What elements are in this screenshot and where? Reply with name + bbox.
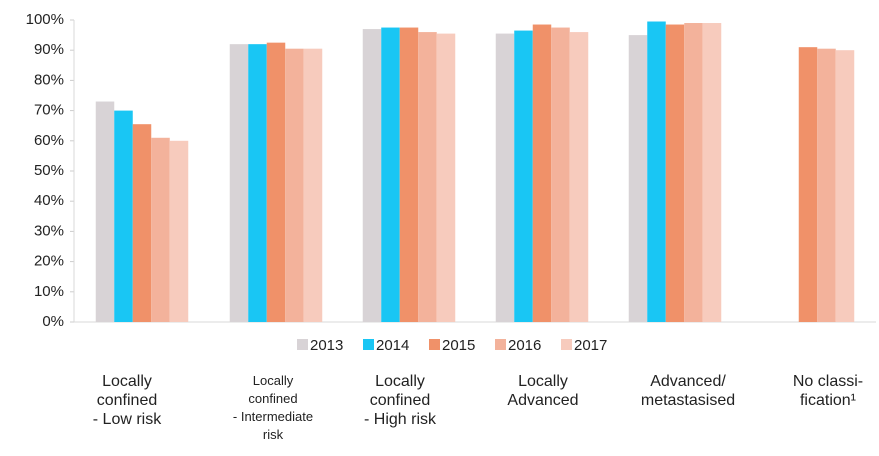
bar: [495, 33, 515, 323]
legend-swatch: [495, 339, 506, 350]
legend-swatch: [561, 339, 572, 350]
bar: [169, 140, 189, 322]
legend-label: 2016: [508, 337, 541, 354]
bar: [835, 50, 855, 322]
bar: [798, 47, 818, 323]
legend-label: 2014: [376, 337, 409, 354]
y-tick-label: 80%: [34, 71, 64, 88]
y-tick-label: 40%: [34, 192, 64, 209]
x-tick-label: Locally confined - Low risk: [92, 373, 162, 428]
bar: [514, 30, 533, 322]
bar: [381, 27, 400, 323]
y-tick-label: 60%: [34, 132, 64, 149]
x-tick-label: Advanced/ metastasised: [640, 373, 736, 409]
y-tick-label: 0%: [42, 313, 64, 330]
bar: [303, 48, 323, 322]
bar: [229, 44, 249, 322]
bar: [647, 21, 666, 322]
bar: [362, 29, 382, 323]
y-tick-label: 20%: [34, 253, 64, 270]
bar: [436, 33, 456, 323]
bar: [532, 24, 552, 323]
bar: [684, 23, 703, 323]
legend-label: 2013: [310, 337, 343, 354]
y-tick-label: 70%: [34, 102, 64, 119]
bar: [628, 35, 648, 322]
y-tick-label: 90%: [34, 41, 64, 58]
y-tick-label: 50%: [34, 162, 64, 179]
bar: [665, 24, 685, 323]
legend-swatch: [297, 339, 308, 350]
bar: [151, 137, 170, 322]
legend-label: 2015: [442, 337, 475, 354]
bar: [702, 23, 722, 323]
x-tick-label: Locally confined - Intermediate risk: [232, 373, 314, 442]
bar: [817, 48, 836, 322]
bar: [399, 27, 419, 323]
bar: [418, 32, 437, 323]
bar: [266, 42, 286, 323]
bar: [569, 32, 589, 323]
chart: 0% 10% 20% 30% 40% 50% 60% 70% 80% 90% 100% 2013 201…: [26, 11, 876, 354]
bar: [114, 110, 133, 322]
x-tick-label: Locally Advanced: [507, 373, 579, 409]
x-tick-label: Locally confined - High risk: [363, 373, 436, 428]
bar: [248, 44, 267, 322]
x-tick-label: No classi- fication¹: [792, 373, 864, 409]
legend-swatch: [363, 339, 374, 350]
legend-swatch: [429, 339, 440, 350]
bar: [551, 27, 570, 323]
y-tick-label: 100%: [26, 11, 64, 28]
bar: [132, 124, 152, 322]
legend-label: 2017: [574, 337, 607, 354]
y-tick-label: 10%: [34, 283, 64, 300]
bar: [95, 101, 115, 322]
bar: [285, 48, 304, 322]
y-tick-label: 30%: [34, 222, 64, 239]
